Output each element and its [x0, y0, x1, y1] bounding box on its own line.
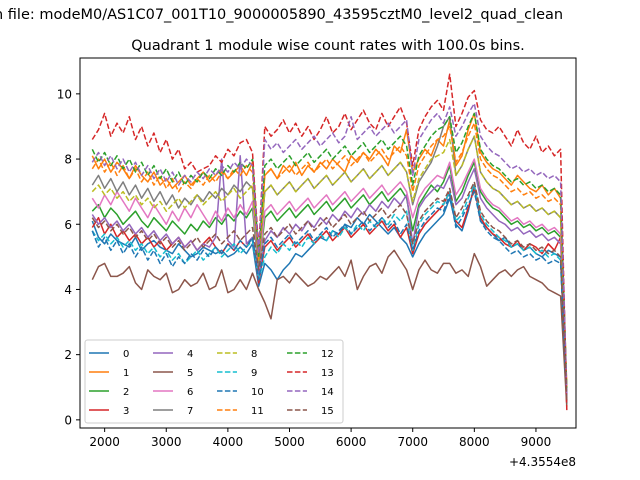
chart-title: Quadrant 1 module wise count rates with …	[131, 38, 525, 54]
y-tick-label: 8	[64, 153, 72, 167]
y-tick-label: 0	[64, 413, 72, 427]
x-tick-label: 3000	[151, 435, 182, 449]
x-axis-offset-label: +4.3554e8	[509, 455, 576, 469]
legend-label-15: 15	[321, 406, 334, 417]
x-tick-label: 6000	[336, 435, 367, 449]
x-tick-label: 9000	[521, 435, 552, 449]
x-tick-label: 5000	[274, 435, 305, 449]
figure-suptitle: n file: modeM0/AS1C07_001T10_9000005890_…	[0, 7, 563, 23]
series-layer	[91, 73, 568, 411]
series-line-8	[91, 135, 568, 394]
legend-label-4: 4	[187, 349, 193, 360]
legend-label-9: 9	[251, 368, 257, 379]
legend-label-11: 11	[251, 406, 264, 417]
legend-label-1: 1	[123, 368, 129, 379]
legend-label-8: 8	[251, 349, 257, 360]
series-line-15	[91, 181, 568, 401]
legend-label-12: 12	[321, 349, 334, 360]
legend-label-2: 2	[123, 387, 129, 398]
series-line-3	[91, 187, 568, 401]
y-tick-label: 2	[64, 348, 72, 362]
y-tick-label: 4	[64, 283, 72, 297]
legend-label-5: 5	[187, 368, 193, 379]
series-line-12	[91, 112, 568, 391]
legend-label-14: 14	[321, 387, 334, 398]
series-line-14	[91, 102, 568, 394]
legend-label-3: 3	[123, 406, 129, 417]
series-line-4	[91, 155, 568, 398]
series-line-9	[91, 184, 568, 401]
x-axis: 2000 3000 4000 5000 6000 7000 8000 9000	[89, 428, 551, 449]
x-tick-label: 2000	[89, 435, 120, 449]
x-tick-label: 4000	[213, 435, 244, 449]
x-tick-label: 8000	[459, 435, 490, 449]
axes-frame	[79, 57, 577, 429]
legend-label-10: 10	[251, 387, 264, 398]
legend-box	[84, 339, 344, 424]
legend-label-6: 6	[187, 387, 193, 398]
legend-label-13: 13	[321, 368, 334, 379]
y-axis: 0 2 4 6 8 10	[57, 87, 80, 427]
legend-label-7: 7	[187, 406, 193, 417]
series-line-10	[91, 190, 568, 401]
x-tick-label: 7000	[397, 435, 428, 449]
series-line-2	[91, 161, 568, 401]
series-line-6	[91, 158, 568, 398]
series-line-5	[91, 249, 568, 407]
y-tick-label: 6	[64, 218, 72, 232]
y-tick-label: 10	[57, 87, 72, 101]
legend-label-0: 0	[123, 349, 129, 360]
series-line-11	[91, 122, 568, 391]
